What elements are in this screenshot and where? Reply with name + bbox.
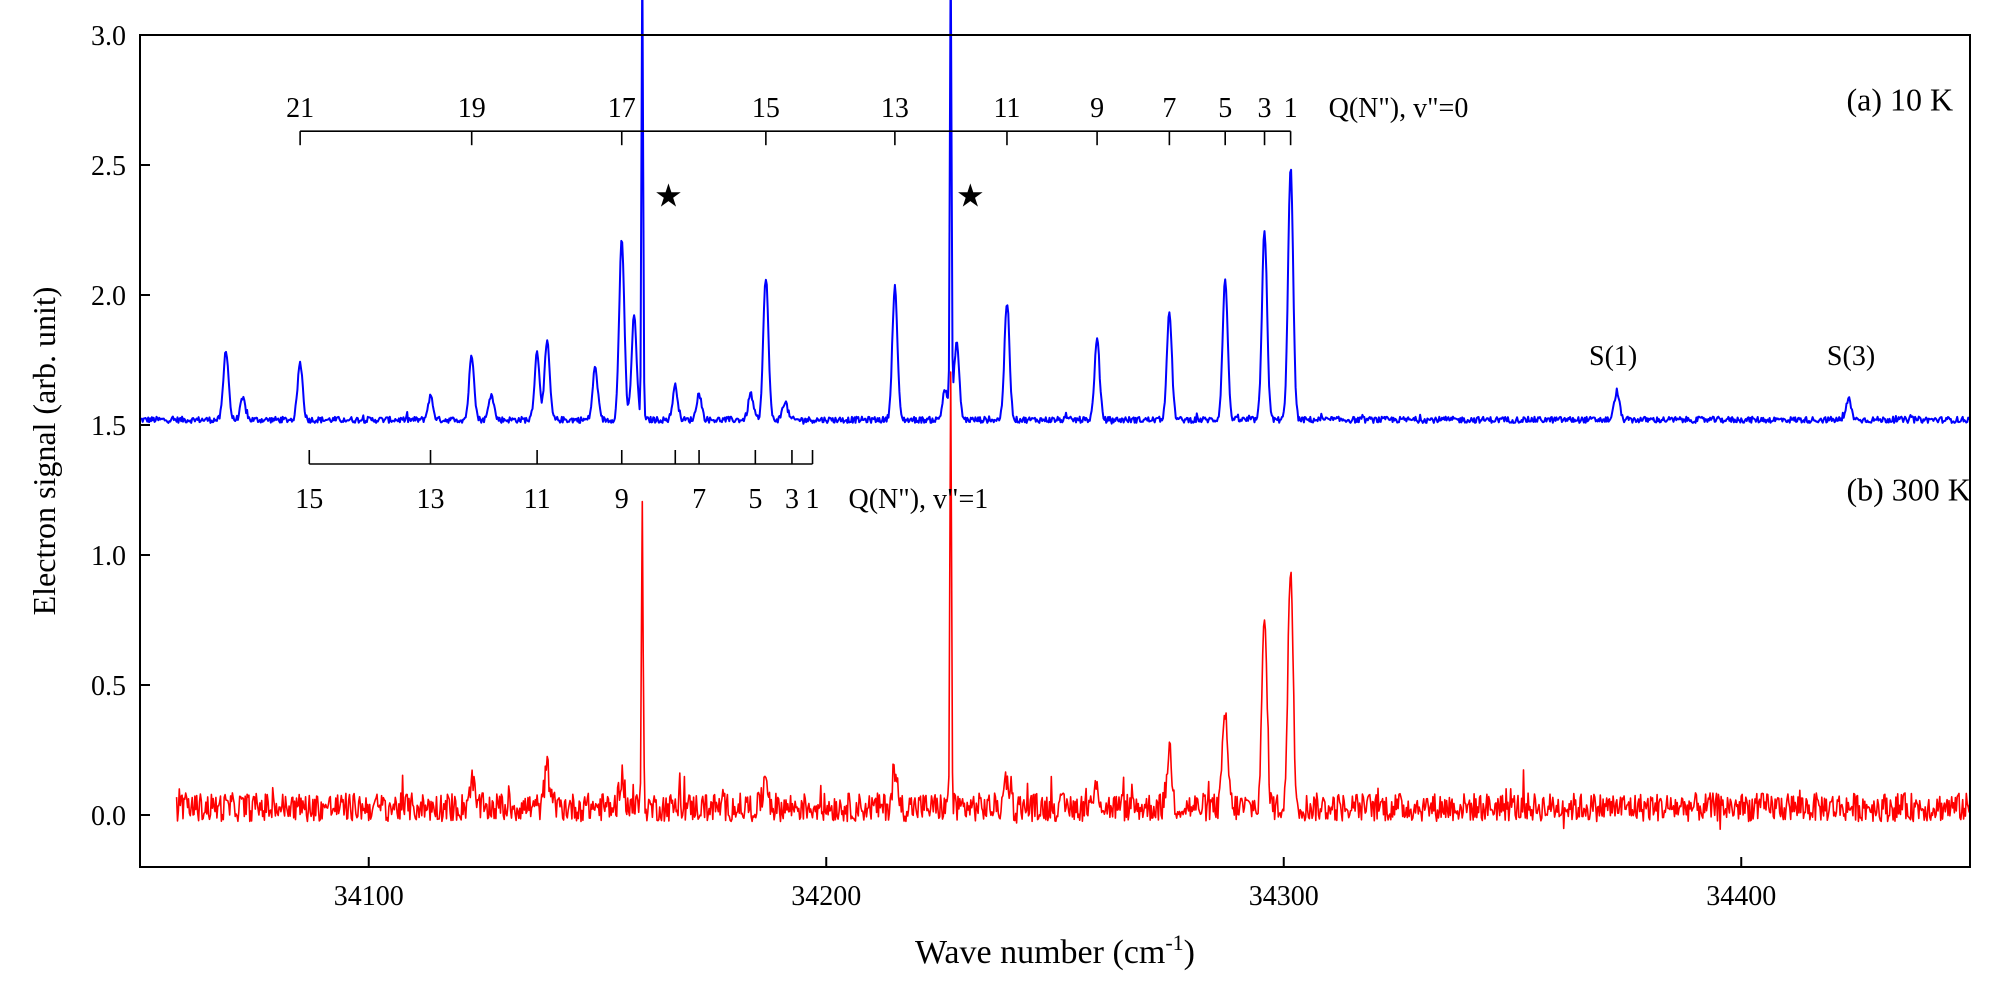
annotation-label: (a) 10 K <box>1846 81 1953 117</box>
series-line-b-300k <box>175 371 1971 831</box>
comb-tick-label: 1 <box>1284 93 1298 124</box>
comb-tick-label: 17 <box>608 93 636 124</box>
star-marker: ★ <box>654 178 683 214</box>
comb-tick-label: 11 <box>993 93 1020 124</box>
comb-tick-label: 13 <box>417 484 445 515</box>
comb-tick-label: 19 <box>458 93 486 124</box>
y-tick-label: 1.0 <box>91 541 126 572</box>
plot-frame <box>139 34 1971 868</box>
comb-tick-label: 11 <box>524 484 551 515</box>
star-marker: ★ <box>956 178 985 214</box>
y-tick-label: 2.0 <box>91 281 126 312</box>
annotation-label: S(3) <box>1827 341 1875 372</box>
comb-layer: 21 19 17 15 13 11 9 7 5 3 1 Q(N"), v"=015 13 11 9 7 5 3 1 Q… <box>286 93 1468 515</box>
x-tick-label: 34300 <box>1249 881 1319 912</box>
x-tick-label: 34100 <box>334 881 404 912</box>
series-layer <box>139 0 1971 831</box>
axis-layer: 34100 34200 34300 34400 0.0 0.5 1.0 1.5 2.0 2.5 3.… <box>91 21 1776 912</box>
comb-label: Q(N"), v"=0 <box>1329 93 1469 124</box>
comb-tick-label: 7 <box>1162 93 1176 124</box>
y-axis-label: Electron signal (arb. unit) <box>26 287 62 616</box>
comb-tick-label: 3 <box>785 484 799 515</box>
y-tick-label: 3.0 <box>91 21 126 52</box>
comb-tick-label: 5 <box>748 484 762 515</box>
series-line-a-10k <box>139 0 1971 425</box>
comb-tick-label: 3 <box>1258 93 1272 124</box>
comb-tick-label: 9 <box>615 484 629 515</box>
x-tick-label: 34200 <box>791 881 861 912</box>
comb-tick-label: 15 <box>295 484 323 515</box>
x-tick-label: 34400 <box>1706 881 1776 912</box>
x-axis-label: Wave number (cm-1) <box>915 930 1195 971</box>
comb-tick-label: 1 <box>806 484 820 515</box>
y-tick-label: 0.5 <box>91 671 126 702</box>
comb-tick-label: 21 <box>286 93 314 124</box>
comb-tick-label: 5 <box>1218 93 1232 124</box>
y-tick-label: 1.5 <box>91 411 126 442</box>
comb-tick-label: 9 <box>1090 93 1104 124</box>
annotation-label: S(1) <box>1589 341 1637 372</box>
comb-tick-label: 15 <box>752 93 780 124</box>
comb-tick-label: 13 <box>881 93 909 124</box>
comb-tick-label: 7 <box>692 484 706 515</box>
annotation-layer: (a) 10 K (b) 300 K S(1) S(3) ★ ★ <box>654 81 1971 507</box>
comb-label: Q(N"), v"=1 <box>849 484 989 515</box>
annotation-label: (b) 300 K <box>1846 471 1970 507</box>
y-tick-label: 0.0 <box>91 801 126 832</box>
y-tick-label: 2.5 <box>91 151 126 182</box>
